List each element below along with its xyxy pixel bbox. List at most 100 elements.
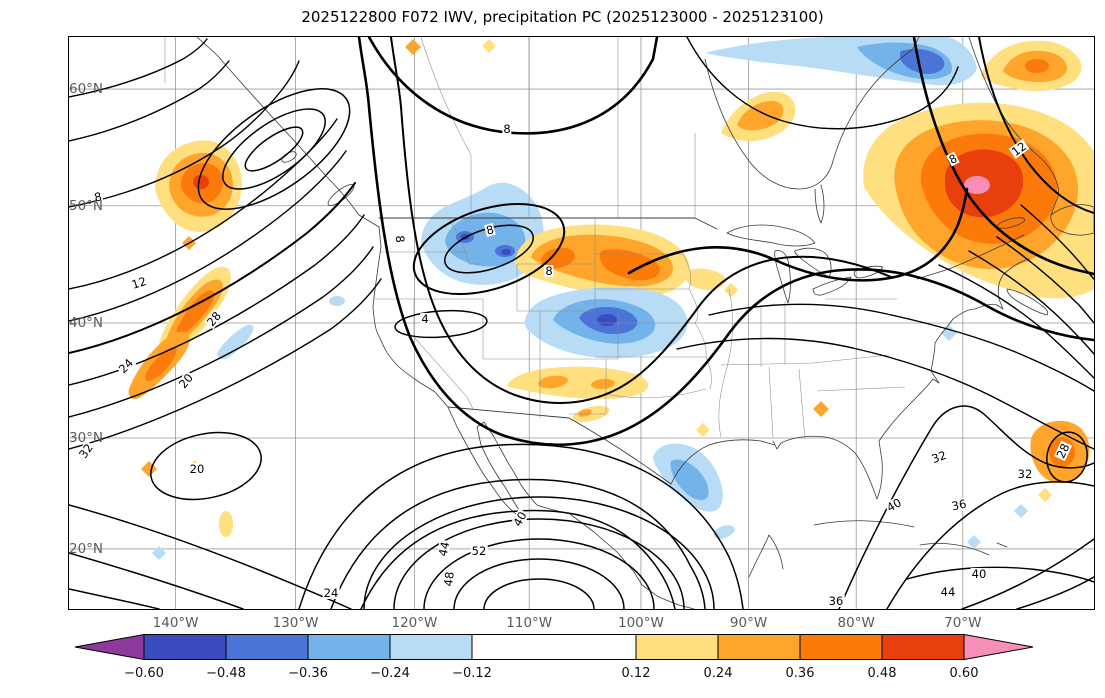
colorbar-tick-label: −0.24	[370, 666, 410, 681]
contour-label: 32	[1016, 466, 1034, 481]
contour-line	[1020, 204, 1094, 280]
contour-label: 36	[949, 496, 969, 514]
contour-loop	[150, 431, 262, 501]
colorbar: −0.60 −0.48 −0.36 −0.24 −0.12 0.12 0.24 0.36 0.4…	[74, 633, 1034, 681]
contour-loop	[444, 224, 534, 274]
colorbar-segment	[471, 634, 637, 660]
contour-line	[298, 443, 744, 609]
coastline-labrador	[968, 37, 1059, 216]
shaded-region	[599, 249, 660, 281]
contour-line	[69, 278, 382, 450]
contour-line	[886, 481, 1094, 609]
shaded-region	[578, 409, 592, 417]
contour-line	[978, 37, 1094, 214]
contour-line	[483, 578, 595, 609]
map-svg	[69, 37, 1094, 609]
colorbar-arrow	[963, 633, 1034, 661]
shaded-region	[219, 511, 233, 537]
x-tick-label: 90°W	[729, 615, 768, 631]
contour-line	[453, 558, 625, 609]
contour-line	[69, 60, 230, 142]
colorbar-tick-label: 0.36	[785, 666, 815, 681]
contour-label: 40	[970, 566, 988, 581]
contour-label: 36	[827, 593, 845, 608]
contour-loop	[394, 309, 488, 339]
shaded-region	[813, 401, 829, 417]
contour-line	[69, 118, 338, 290]
shaded-region	[193, 175, 209, 189]
shaded-region	[217, 324, 254, 360]
shaded-region	[176, 290, 215, 336]
shaded-region	[152, 546, 166, 560]
colorbar-segment	[307, 634, 391, 660]
shaded-region	[696, 423, 710, 437]
contour-line	[968, 250, 1094, 355]
contour-line	[961, 538, 1094, 609]
anomaly-shading-layer	[128, 37, 1094, 560]
colorbar-tick-label: −0.36	[288, 666, 328, 681]
contour-loop	[244, 126, 304, 172]
contour-label: 44	[939, 584, 957, 599]
colorbar-tick-label: 0.48	[867, 666, 897, 681]
x-tick-label: 100°W	[618, 615, 664, 631]
colorbar-segment	[635, 634, 719, 660]
contour-line	[996, 236, 1094, 324]
border-us-mexico	[447, 406, 672, 485]
contour-line	[360, 509, 676, 609]
colorbar-segment	[717, 634, 801, 660]
coastline-gulf-atlantic	[670, 258, 1030, 500]
coastline-lake-ontario	[853, 265, 884, 279]
map-plot-area: 8 12 28 24 20 32 20 8 8 8 8 4 8 12 24 40 44 48 52 32 36 32 28 3…	[68, 36, 1095, 631]
shaded-region	[1025, 59, 1049, 73]
x-tick-label: 130°W	[272, 615, 319, 631]
colorbar-segment	[799, 634, 883, 660]
colorbar-tick-label: 0.24	[703, 666, 733, 681]
contour-label: 4	[420, 311, 430, 326]
contour-line	[69, 182, 356, 354]
contour-line	[423, 538, 655, 609]
shaded-region	[967, 535, 981, 549]
colorbar-segment	[143, 634, 227, 660]
coastline-hudson-bay	[704, 37, 920, 190]
state-borders	[164, 37, 906, 440]
contour-label: 20	[188, 461, 206, 476]
shaded-region	[541, 247, 575, 269]
coastline-yucatan-cuba	[748, 520, 1008, 578]
shaded-region	[1014, 504, 1028, 518]
contour-line	[69, 150, 347, 322]
contour-line	[367, 37, 659, 135]
contour-line	[363, 496, 715, 609]
contour-label: 44	[435, 539, 453, 559]
coastline-lake-erie	[812, 276, 852, 296]
contour-loop	[222, 108, 326, 190]
shaded-region	[329, 296, 345, 306]
x-tick-label: 120°W	[391, 615, 438, 631]
x-tick-label: 80°W	[837, 615, 875, 631]
colorbar-tick-label: 0.12	[621, 666, 651, 681]
contour-line	[69, 552, 244, 609]
contour-label: 8	[392, 233, 408, 245]
contour-line	[393, 518, 685, 609]
contour-line	[906, 566, 1094, 583]
contour-loop	[412, 202, 566, 296]
contour-line	[686, 37, 959, 130]
state-borders-layer	[164, 37, 906, 440]
coastline-james-bay	[814, 184, 825, 224]
contour-label: 24	[322, 585, 340, 600]
colorbar-tick-label: 0.60	[949, 666, 979, 681]
contour-line	[838, 405, 1094, 609]
shaded-region	[141, 461, 157, 477]
shaded-region	[737, 100, 784, 131]
map-plot-clip: 8 12 28 24 20 32 20 8 8 8 8 4 8 12 24 40 44 48 52 32 36 32 28 3…	[69, 37, 1094, 609]
contour-line	[708, 303, 1094, 392]
contour-line	[69, 504, 352, 609]
shaded-region	[405, 39, 421, 55]
contour-line	[69, 38, 208, 98]
shaded-region	[1038, 488, 1052, 502]
shaded-region	[713, 525, 735, 539]
contour-label: 52	[470, 543, 488, 558]
contour-label: 8	[544, 263, 554, 278]
contour-line	[69, 246, 374, 418]
colorbar-tick-label: −0.12	[452, 666, 492, 681]
x-tick-label: 140°W	[152, 615, 199, 631]
